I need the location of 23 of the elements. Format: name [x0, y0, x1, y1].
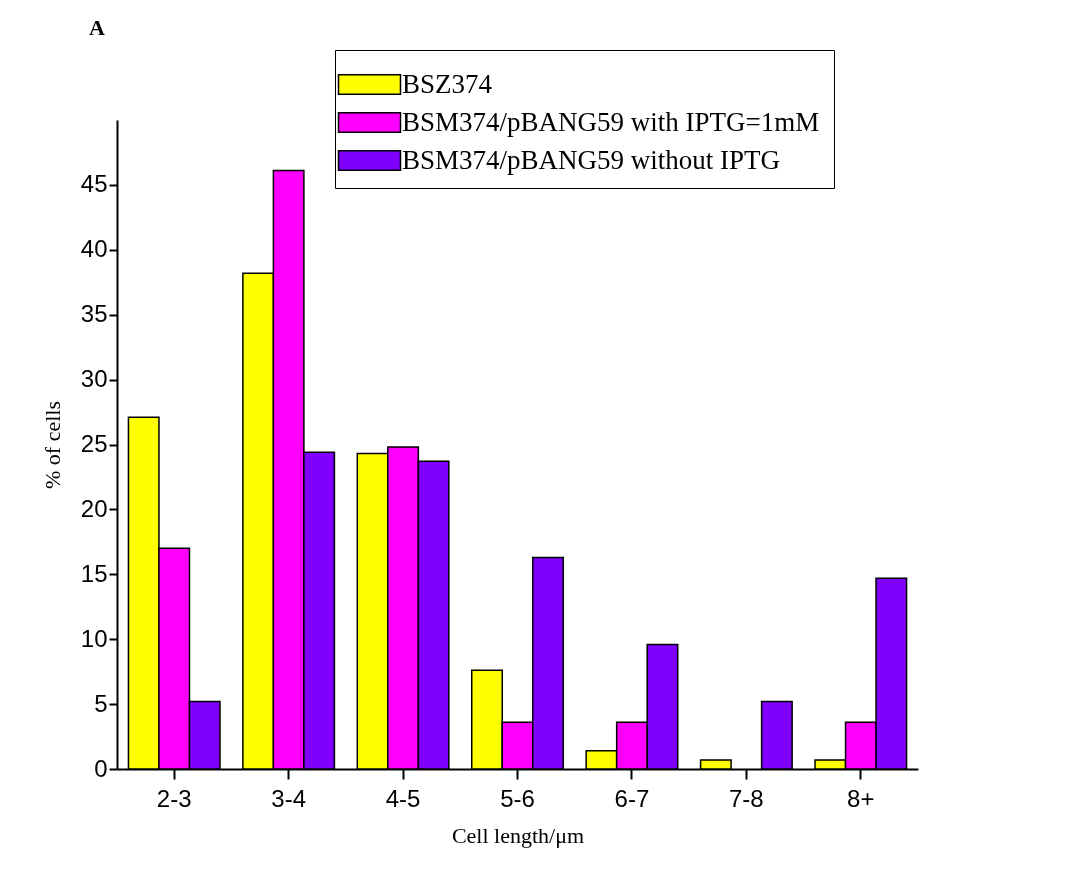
y-tick-label: 25: [80, 430, 108, 457]
y-tick-label: 45: [80, 170, 108, 198]
y-tick-label: 30: [80, 365, 108, 393]
y-tick-label: 0: [94, 754, 108, 782]
x-axis-title: Cell length/μm: [451, 822, 585, 848]
x-tick-label: 2-3: [156, 784, 192, 812]
y-axis-title: % of cells: [39, 401, 65, 489]
x-tick-label: 8+: [847, 784, 875, 812]
y-tick-label: 20: [80, 494, 108, 522]
legend-label: BSM374/pBANG59 without IPTG: [402, 144, 781, 175]
x-tick-label: 3-4: [271, 784, 306, 812]
chart-title: A: [89, 15, 105, 40]
y-tick-label: 40: [80, 235, 108, 263]
x-tick-label: 4-5: [385, 784, 421, 812]
y-tick-label: 5: [94, 689, 108, 717]
y-tick-label: 15: [80, 559, 108, 587]
y-tick-label: 10: [80, 624, 108, 652]
legend-label: BSZ374: [402, 68, 493, 99]
y-tick-label: 35: [80, 300, 108, 328]
x-tick-label: 6-7: [614, 784, 650, 812]
legend-label: BSM374/pBANG59 with IPTG=1mM: [402, 106, 820, 137]
x-tick-label: 5-6: [500, 784, 535, 812]
x-tick-label: 7-8: [729, 784, 764, 812]
